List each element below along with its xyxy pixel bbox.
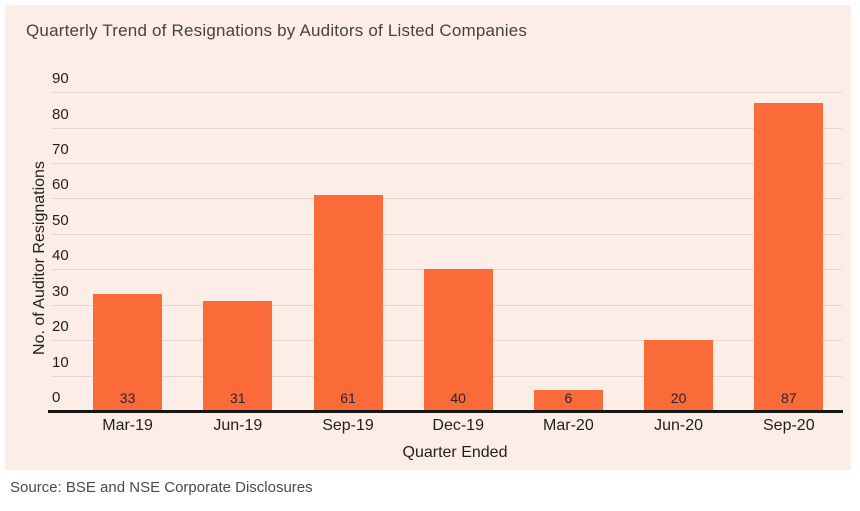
y-tick-label: 80 xyxy=(52,105,69,123)
bar-value-label: 40 xyxy=(450,390,466,406)
x-tick-label: Sep-20 xyxy=(763,417,815,434)
gridline xyxy=(52,127,842,129)
x-tick-label: Sep-19 xyxy=(322,417,374,434)
y-tick-label: 70 xyxy=(52,141,69,158)
bar xyxy=(203,301,273,411)
x-axis-title: Quarter Ended xyxy=(402,444,508,461)
x-tick-label: Mar-19 xyxy=(102,417,153,434)
x-axis-line xyxy=(48,410,843,413)
gridline xyxy=(52,198,842,200)
gridline xyxy=(52,163,842,164)
source-note: Source: BSE and NSE Corporate Disclosure… xyxy=(10,479,313,496)
gridline xyxy=(52,233,842,235)
bar xyxy=(533,389,603,411)
bar xyxy=(754,102,824,411)
bar xyxy=(423,269,493,411)
chart-title: Quarterly Trend of Resignations by Audit… xyxy=(26,21,528,40)
bar-value-label: 31 xyxy=(230,390,246,406)
bar xyxy=(644,340,714,411)
y-tick-label: 30 xyxy=(52,282,69,300)
y-tick-label: 0 xyxy=(52,389,61,406)
bar-value-label: 6 xyxy=(564,390,573,406)
bar-value-label: 20 xyxy=(670,390,687,406)
y-tick-label: 10 xyxy=(52,353,69,371)
y-tick-label: 20 xyxy=(52,318,69,336)
x-tick-label: Jun-19 xyxy=(213,417,263,434)
bar xyxy=(313,194,383,411)
gridline xyxy=(52,92,842,94)
bar-value-label: 33 xyxy=(119,390,136,406)
y-tick-label: 60 xyxy=(52,176,69,194)
x-tick-label: Mar-20 xyxy=(543,417,594,434)
bar xyxy=(93,294,163,411)
bar-value-label: 87 xyxy=(781,390,797,406)
bar-value-label: 61 xyxy=(340,390,356,406)
y-tick-label: 50 xyxy=(52,211,69,229)
x-tick-label: Jun-20 xyxy=(654,417,704,434)
y-tick-label: 90 xyxy=(52,70,69,88)
y-tick-label: 40 xyxy=(52,247,69,265)
x-tick-label: Dec-19 xyxy=(432,417,484,434)
